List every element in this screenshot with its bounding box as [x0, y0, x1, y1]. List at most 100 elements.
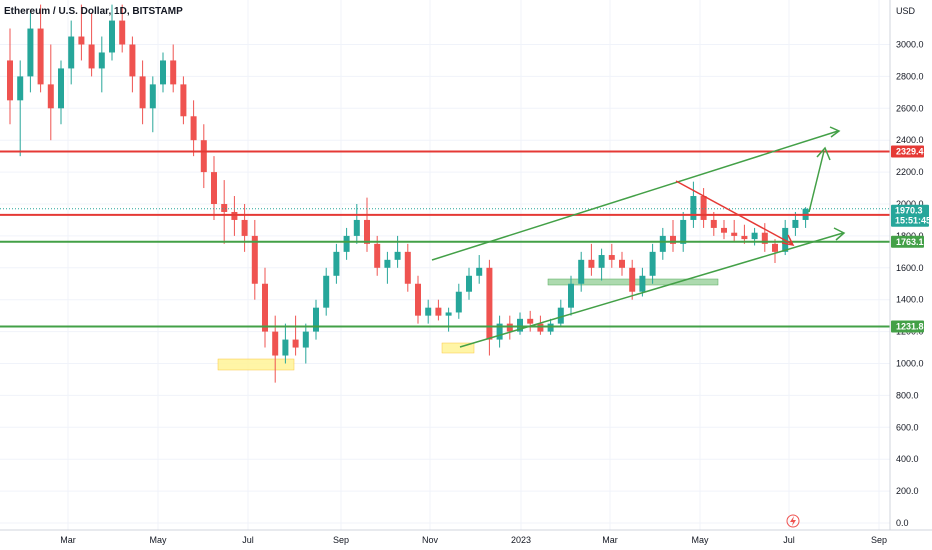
price-tick-label: 2200.0 — [896, 167, 924, 177]
time-axis-panel[interactable] — [0, 530, 932, 550]
candle-body — [251, 235, 258, 284]
candle-body — [241, 219, 248, 236]
candle-body — [466, 275, 472, 292]
time-tick-label: Nov — [422, 535, 439, 545]
candle-body — [455, 291, 462, 313]
candle-body — [547, 323, 554, 332]
candle-body — [109, 20, 115, 53]
candle-body — [47, 84, 54, 109]
candle-body — [598, 255, 605, 268]
candle-body — [282, 339, 289, 356]
candle-body — [517, 318, 523, 332]
time-tick-label: May — [691, 535, 709, 545]
candle-body — [568, 283, 574, 308]
candle-body — [333, 251, 340, 276]
candle-body — [476, 267, 483, 276]
time-tick-label: Sep — [333, 535, 349, 545]
candle-body — [313, 307, 319, 332]
candle-body — [160, 60, 166, 85]
candle-body — [445, 312, 452, 316]
time-tick-label: Mar — [602, 535, 618, 545]
channel-lower-line — [459, 232, 844, 348]
price-tick-label: 2600.0 — [896, 103, 924, 113]
candle-body — [272, 331, 279, 356]
candle-body — [537, 323, 544, 332]
price-tick-label: 3000.0 — [896, 40, 924, 50]
grid-lines — [0, 0, 890, 530]
candle-body — [37, 28, 44, 85]
support-zone — [217, 358, 295, 371]
price-level-badge — [891, 320, 924, 333]
arrow-head — [781, 234, 795, 247]
candle-body — [659, 235, 666, 252]
price-tick-label: 1400.0 — [896, 295, 924, 305]
time-tick-label: Sep — [871, 535, 887, 545]
candle-body — [690, 196, 697, 220]
candle-body — [486, 267, 493, 340]
price-level-label: 2329.4 — [896, 146, 924, 156]
time-tick-label: May — [149, 535, 167, 545]
price-level-label: 1231.8 — [896, 322, 924, 332]
candle-body — [384, 259, 391, 268]
candle-body — [527, 318, 534, 324]
candle-body — [404, 251, 411, 284]
arrow-head — [833, 227, 846, 241]
price-level-badge — [891, 235, 924, 248]
candle-body — [27, 28, 34, 77]
candle-body — [343, 235, 350, 252]
candle-body — [262, 283, 268, 332]
price-tick-label: 2000.0 — [896, 199, 924, 209]
candle-body — [629, 267, 636, 292]
price-tick-label: 0.0 — [896, 518, 909, 528]
candle-body — [578, 259, 585, 284]
candle-body — [731, 232, 738, 236]
price-tick-label: 2800.0 — [896, 71, 924, 81]
price-tick-label: 800.0 — [896, 390, 919, 400]
candle-body — [149, 84, 156, 109]
time-tick-label: Jul — [783, 535, 795, 545]
candle-body — [608, 255, 615, 260]
time-tick-label: 2023 — [511, 535, 531, 545]
candle-body — [88, 44, 95, 69]
candle-body — [792, 219, 799, 228]
candle-body — [741, 235, 748, 240]
candle-body — [374, 243, 381, 268]
candle-body — [211, 172, 217, 204]
candle-body — [619, 259, 625, 268]
price-tick-label: 200.0 — [896, 486, 919, 496]
candle-body — [364, 219, 370, 244]
price-tick-label: 600.0 — [896, 422, 919, 432]
support-zone — [441, 342, 475, 354]
chart-title: Ethereum / U.S. Dollar, 1D, BITSTAMP — [4, 6, 183, 17]
price-level-badge — [891, 145, 924, 158]
candle-body — [221, 204, 228, 212]
candle-body — [721, 227, 727, 233]
candles — [7, 4, 809, 383]
candle-body — [435, 307, 442, 316]
candle-body — [78, 36, 85, 45]
resistance-trend-line — [675, 180, 793, 245]
candle-body — [231, 211, 238, 220]
candle-body — [680, 219, 687, 244]
price-level-label: 1763.1 — [896, 237, 924, 247]
breakout-arrow — [808, 150, 825, 213]
current-price-badge — [891, 204, 929, 227]
candle-body — [751, 232, 758, 240]
time-tick-label: Jul — [242, 535, 254, 545]
price-axis-panel[interactable] — [890, 0, 932, 530]
candle-body — [506, 323, 513, 332]
price-axis: 3000.02800.02600.02400.02200.02000.01800… — [896, 40, 924, 529]
lightning-icon[interactable] — [786, 514, 800, 528]
candle-body — [588, 259, 595, 268]
candle-body — [180, 84, 187, 117]
candle-body — [98, 52, 105, 69]
trend-drawings — [431, 126, 846, 348]
candle-body — [7, 60, 13, 101]
candle-body — [415, 283, 421, 316]
candle-body — [394, 251, 401, 260]
candle-body — [58, 68, 64, 109]
price-tick-label: 1600.0 — [896, 263, 924, 273]
